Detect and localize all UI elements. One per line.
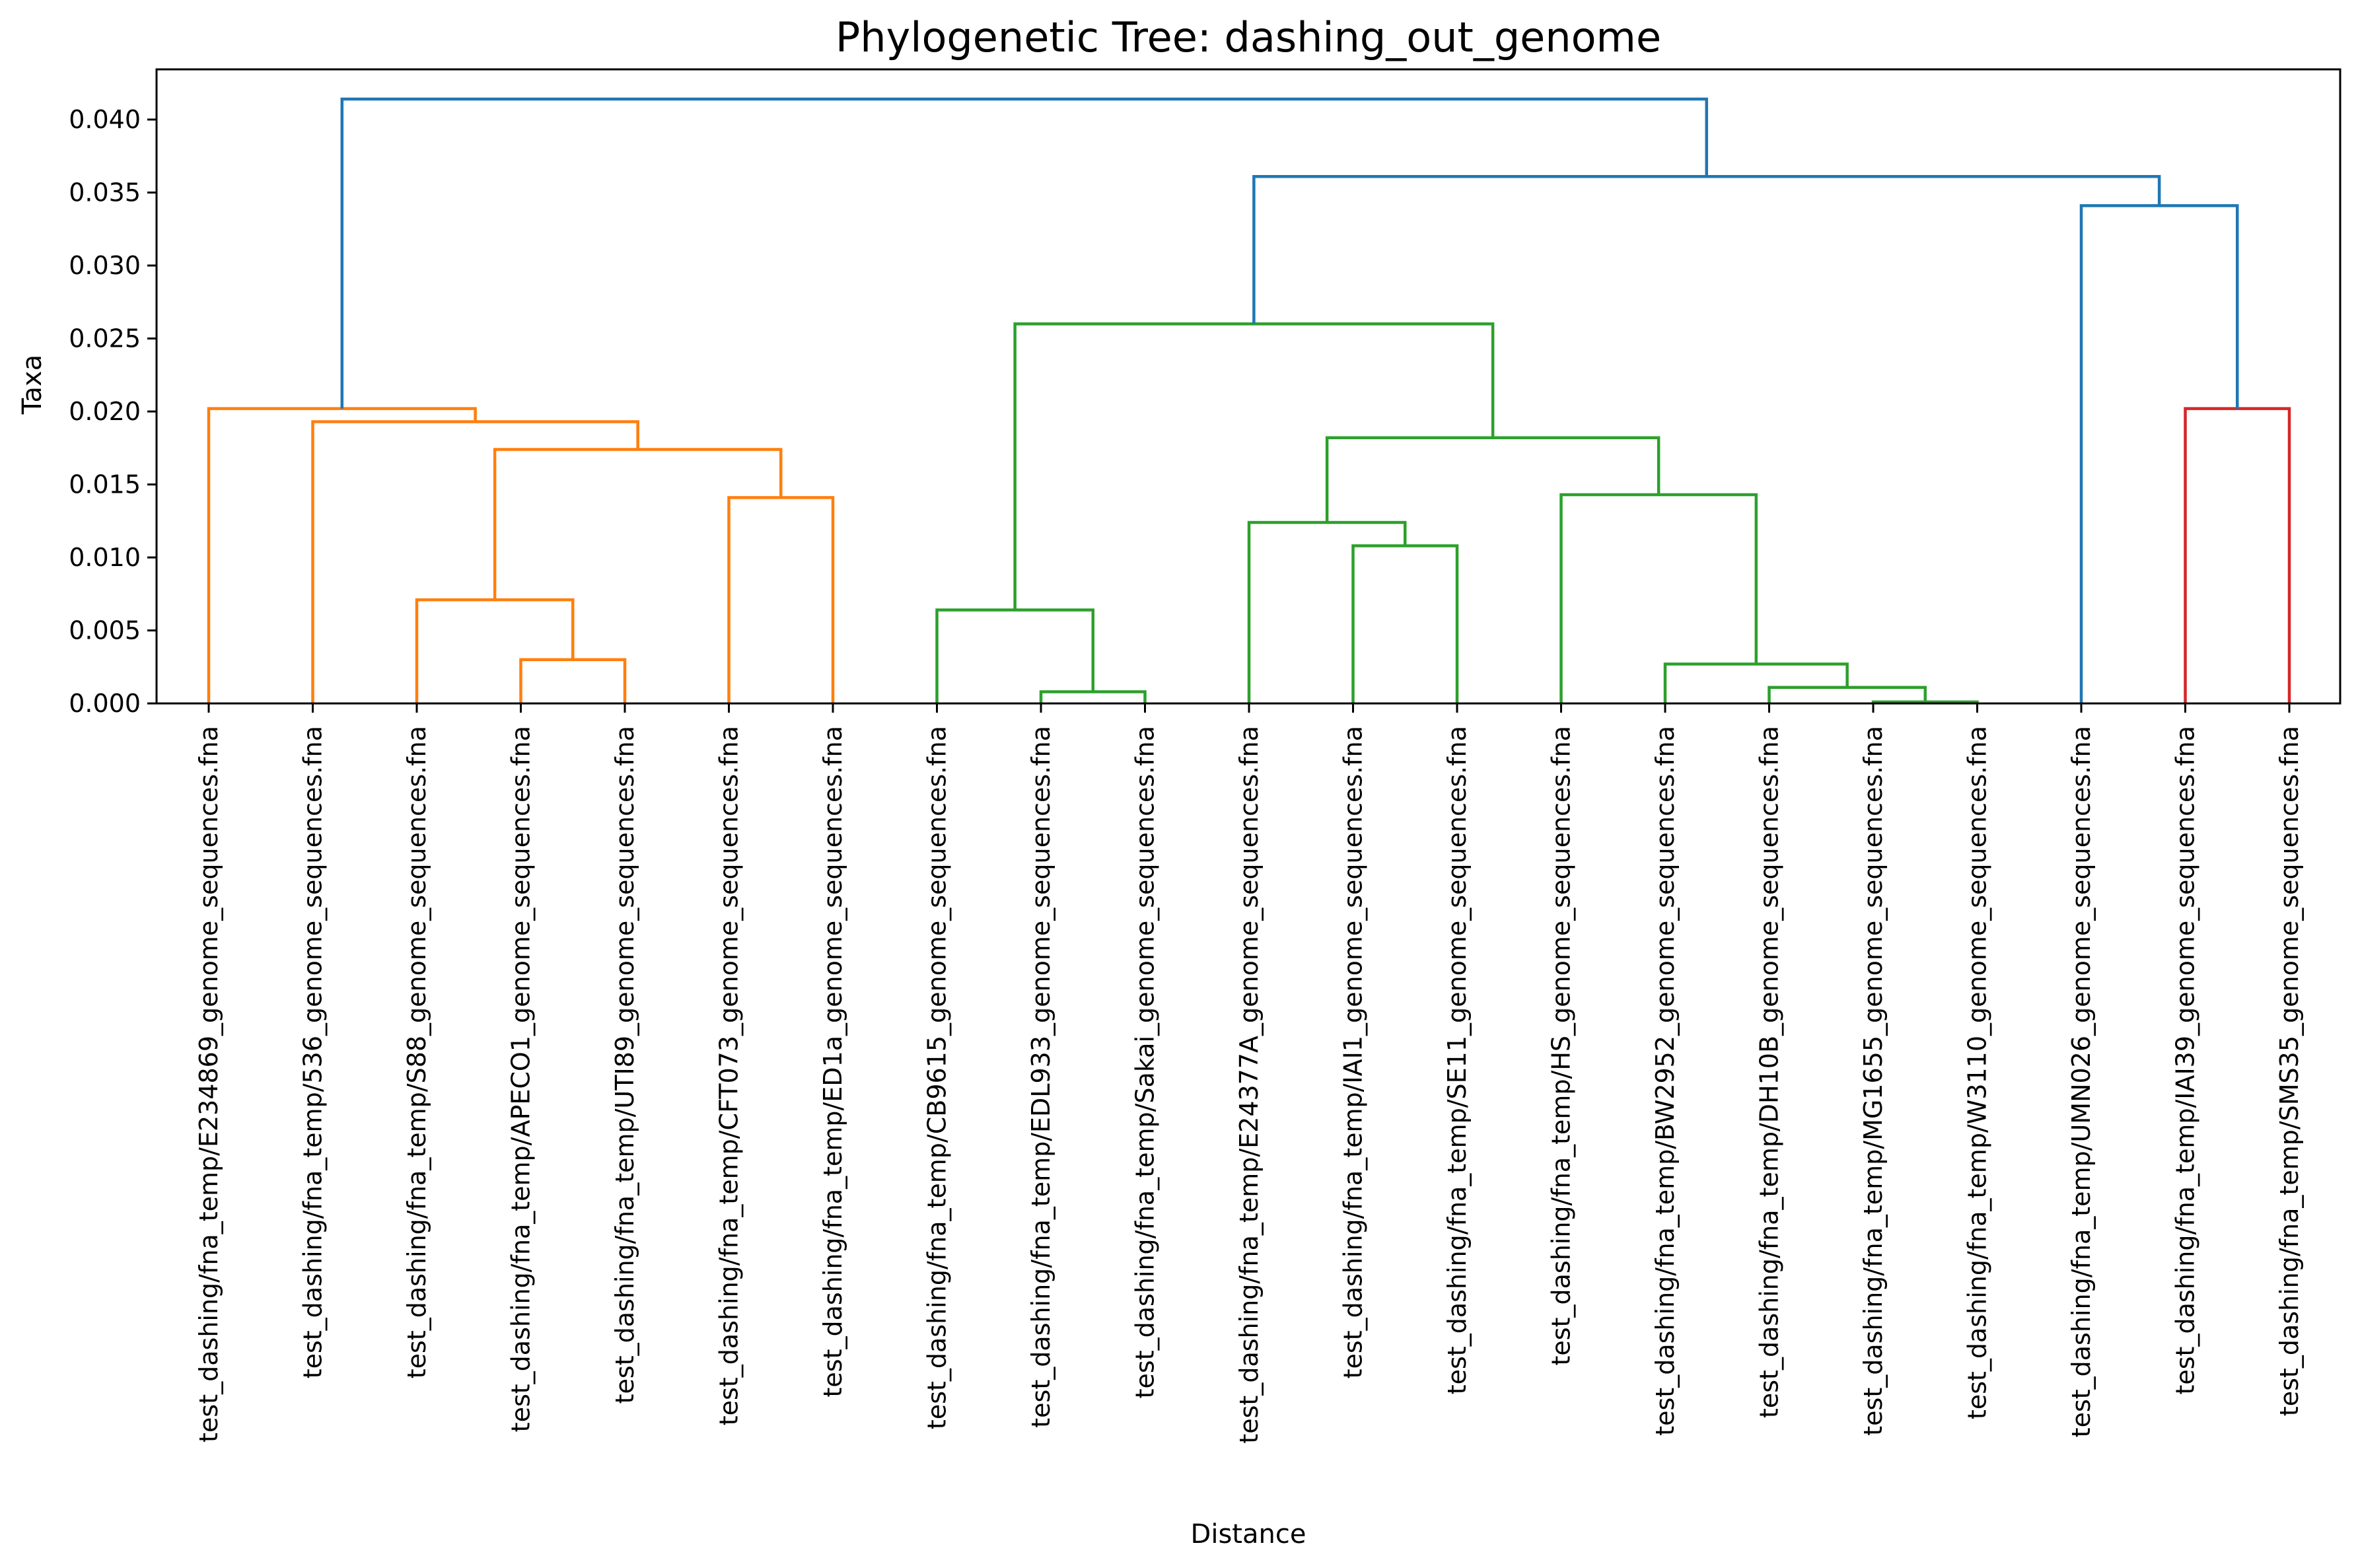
leaf-label: test_dashing/fna_temp/536_genome_sequenc… (299, 726, 328, 1378)
leaf-label: test_dashing/fna_temp/SMS35_genome_seque… (2275, 726, 2304, 1416)
plot-frame (155, 68, 2341, 705)
leaf-label: test_dashing/fna_temp/E234869_genome_seq… (194, 726, 223, 1443)
leaf-label: test_dashing/fna_temp/Sakai_genome_seque… (1131, 726, 1160, 1398)
leaf-label: test_dashing/fna_temp/W3110_genome_seque… (1963, 726, 1992, 1419)
leaf-label: test_dashing/fna_temp/E24377A_genome_seq… (1234, 726, 1264, 1444)
y-tick-label: 0.005 (69, 616, 141, 645)
dendrogram-link (340, 97, 1708, 409)
x-axis-label: Distance (1191, 1519, 1306, 1550)
leaf-label: test_dashing/fna_temp/ED1a_genome_sequen… (818, 726, 847, 1398)
y-tick-label: 0.010 (69, 543, 141, 572)
dendrogram-links (207, 97, 2291, 704)
leaf-labels: test_dashing/fna_temp/E234869_genome_seq… (194, 703, 2304, 1444)
y-tick-label: 0.025 (69, 324, 141, 353)
leaf-label: test_dashing/fna_temp/DH10B_genome_seque… (1755, 726, 1784, 1418)
leaf-label: test_dashing/fna_temp/IAI1_genome_sequen… (1339, 726, 1368, 1378)
leaf-label: test_dashing/fna_temp/EDL933_genome_sequ… (1026, 726, 1055, 1428)
y-tick-label: 0.030 (69, 251, 141, 280)
leaf-label: test_dashing/fna_temp/CFT073_genome_sequ… (715, 726, 744, 1425)
leaf-label: test_dashing/fna_temp/MG1655_genome_sequ… (1859, 726, 1888, 1436)
leaf-label: test_dashing/fna_temp/APECO1_genome_sequ… (507, 726, 536, 1432)
leaf-label: test_dashing/fna_temp/IAI39_genome_seque… (2171, 726, 2200, 1395)
leaf-label: test_dashing/fna_temp/SE11_genome_sequen… (1443, 726, 1472, 1394)
leaf-label: test_dashing/fna_temp/S88_genome_sequenc… (402, 726, 431, 1378)
y-tick-label: 0.000 (69, 689, 141, 718)
y-axis-ticks: 0.000 0.005 0.010 0.015 0.020 0.025 0.030 0.035… (69, 105, 157, 718)
y-tick-label: 0.035 (69, 178, 141, 207)
leaf-label: test_dashing/fna_temp/CB9615_genome_sequ… (923, 726, 952, 1429)
y-tick-label: 0.020 (69, 397, 141, 426)
leaf-label: test_dashing/fna_temp/UTI89_genome_seque… (610, 726, 639, 1404)
y-tick-label: 0.015 (69, 470, 141, 499)
y-tick-label: 0.040 (69, 105, 141, 134)
y-axis-label: Taxa (17, 355, 48, 415)
chart-title: Phylogenetic Tree: dashing_out_genome (836, 13, 1661, 61)
leaf-label: test_dashing/fna_temp/BW2952_genome_sequ… (1651, 726, 1680, 1436)
leaf-label: test_dashing/fna_temp/HS_genome_sequence… (1547, 726, 1576, 1365)
leaf-label: test_dashing/fna_temp/UMN026_genome_sequ… (2067, 726, 2096, 1437)
